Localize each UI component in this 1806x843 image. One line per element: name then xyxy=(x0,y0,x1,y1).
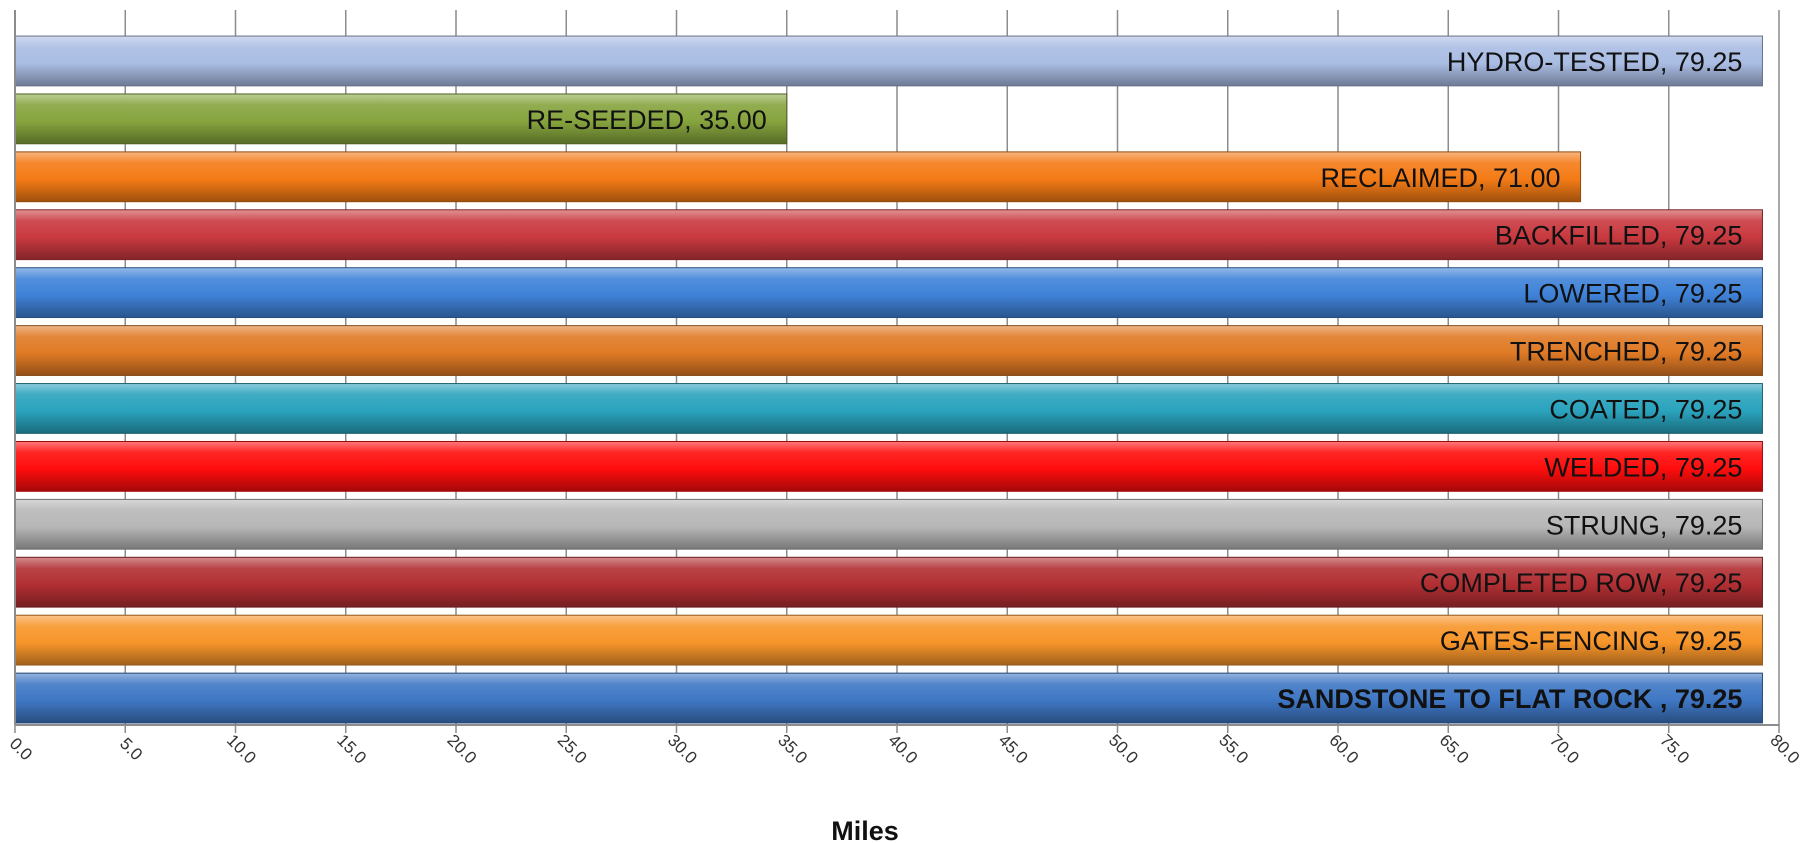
bar-re-seeded xyxy=(14,93,788,145)
x-tick-label: 0.0 xyxy=(6,734,36,764)
bar-data-label: BACKFILLED, 79.25 xyxy=(1495,221,1743,251)
bar-data-label: COMPLETED ROW, 79.25 xyxy=(1420,568,1743,598)
bars: HYDRO-TESTED, 79.25 RE-SEEDED, 35.00 RECLA… xyxy=(14,35,1763,724)
bar-data-label: WELDED, 79.25 xyxy=(1544,452,1742,482)
bar-data-label: RECLAIMED, 71.00 xyxy=(1320,163,1560,193)
x-tick-label: 30.0 xyxy=(664,731,701,768)
bar-backfilled xyxy=(14,209,1763,261)
bar-data-label: HYDRO-TESTED, 79.25 xyxy=(1447,47,1743,77)
bar-reclaimed xyxy=(14,151,1582,203)
x-tick-label: 40.0 xyxy=(884,731,921,768)
bar-data-label: GATES-FENCING, 79.25 xyxy=(1440,626,1743,656)
bar-strung xyxy=(14,498,1763,550)
x-tick-label: 35.0 xyxy=(774,731,811,768)
x-tick-label: 25.0 xyxy=(554,731,591,768)
bar-data-label: RE-SEEDED, 35.00 xyxy=(527,105,767,135)
x-tick-label: 80.0 xyxy=(1766,731,1803,768)
bar-data-label: SANDSTONE TO FLAT ROCK , 79.25 xyxy=(1277,684,1742,714)
bar-welded xyxy=(14,440,1763,492)
bar-sandstone-to-flat-rock xyxy=(14,672,1763,724)
bar-data-label: LOWERED, 79.25 xyxy=(1523,279,1742,309)
bar-lowered xyxy=(14,267,1763,319)
x-tick-label: 55.0 xyxy=(1215,731,1252,768)
bar-data-label: TRENCHED, 79.25 xyxy=(1510,337,1743,367)
x-tick-label: 70.0 xyxy=(1546,731,1583,768)
x-tick-label: 50.0 xyxy=(1105,731,1142,768)
x-tick-label: 60.0 xyxy=(1325,731,1362,768)
bar-trenched xyxy=(14,325,1763,376)
bar-data-label: STRUNG, 79.25 xyxy=(1546,510,1743,540)
bar-hydro-tested xyxy=(14,35,1763,87)
bar-data-label: COATED, 79.25 xyxy=(1549,394,1742,424)
x-tick-label: 10.0 xyxy=(223,731,260,768)
x-tick-label: 65.0 xyxy=(1436,731,1473,768)
x-tick-label: 20.0 xyxy=(443,731,480,768)
x-tick-label: 45.0 xyxy=(995,731,1032,768)
x-tick-label: 75.0 xyxy=(1656,731,1693,768)
bar-coated xyxy=(14,383,1763,434)
x-axis-title: Miles xyxy=(831,816,899,843)
x-tick-label: 5.0 xyxy=(116,734,146,764)
x-tick-label: 15.0 xyxy=(333,731,370,768)
